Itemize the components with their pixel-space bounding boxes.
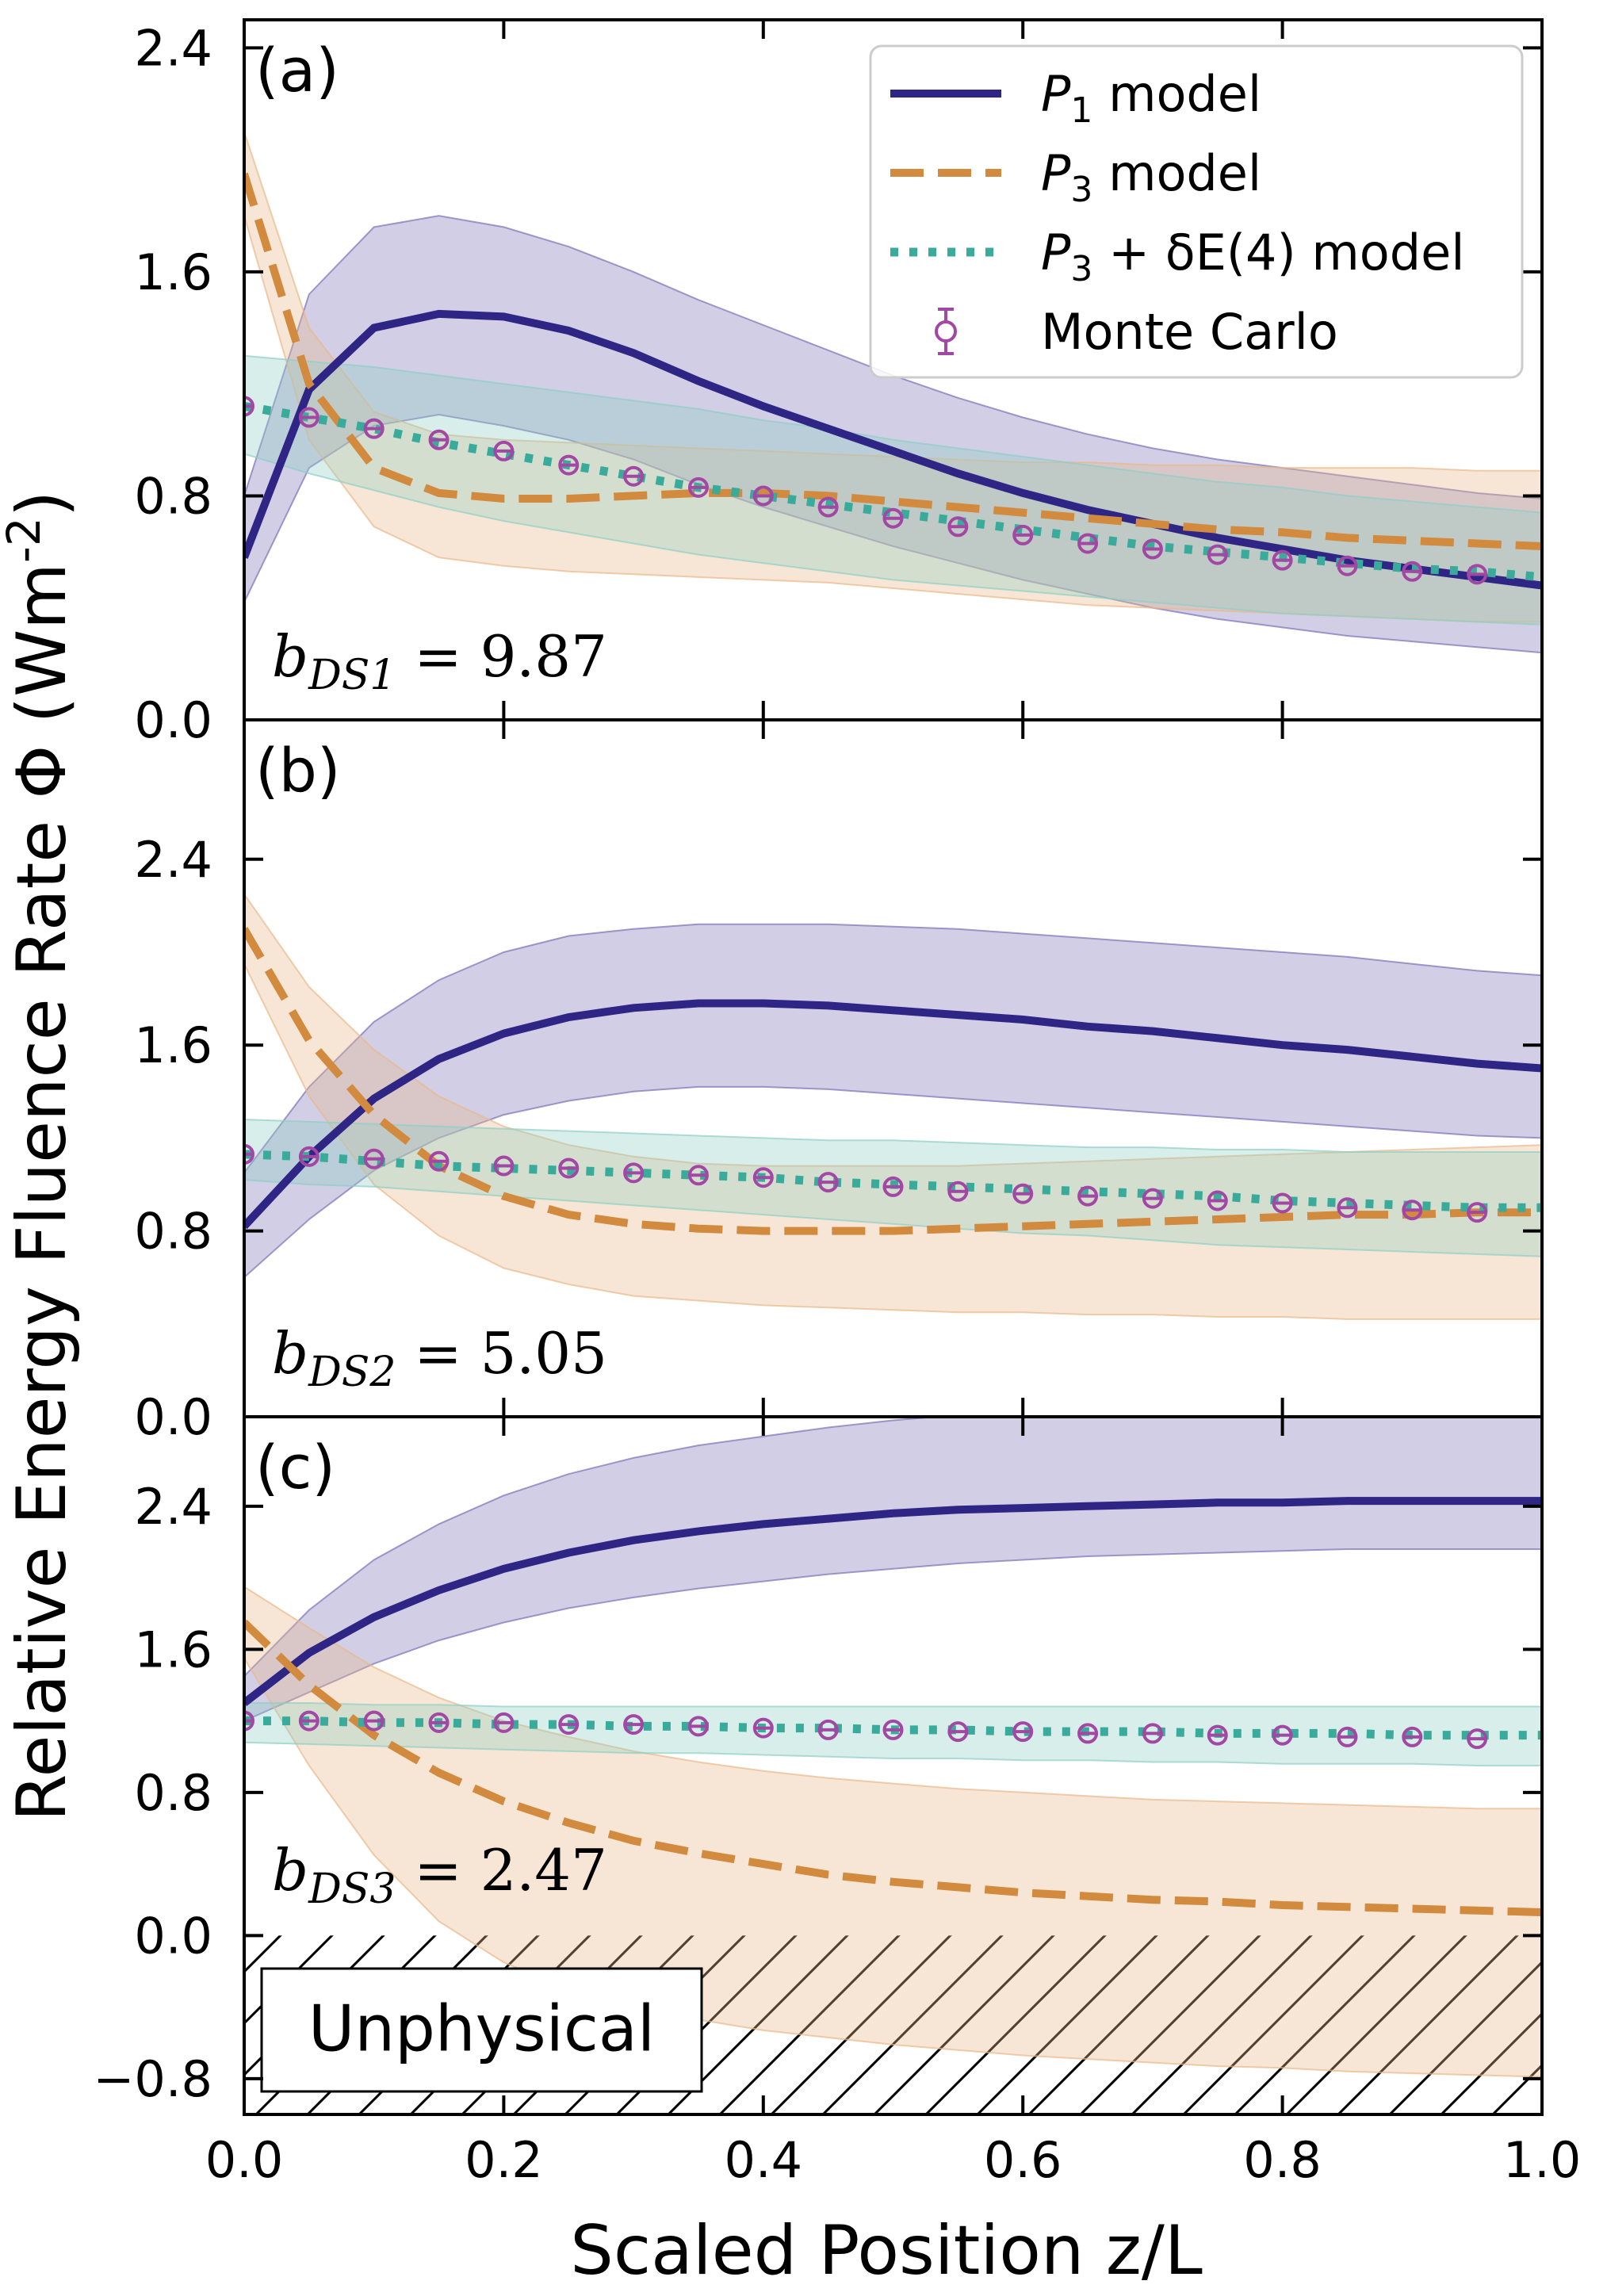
band-P1	[244, 923, 1542, 1279]
y-tick-label: 0.8	[134, 467, 212, 525]
panel-a: 0.0 0.8 1.6 2.4 (a) bDS1 = 9.87	[134, 18, 1544, 749]
y-tick-label: 0.0	[134, 691, 212, 749]
legend-text: model	[1092, 65, 1261, 123]
legend-label-MC: Monte Carlo	[1041, 303, 1338, 361]
plot-area-b	[244, 893, 1542, 1320]
annotation-value: = 5.05	[396, 1320, 607, 1387]
line-P1	[244, 309, 1542, 590]
plot-area-a	[244, 131, 1542, 654]
legend-symbol: P	[1041, 144, 1071, 202]
panel-annotation: bDS1 = 9.87	[272, 623, 607, 699]
annotation-subscript: DS3	[308, 1866, 396, 1913]
annotation-subscript: DS1	[308, 652, 396, 699]
panel-b: 0.0 0.8 1.6 2.4 (b) bDS2 = 5.05	[134, 718, 1544, 1446]
y-axis-label-main: Relative Energy Fluence Rate Φ (Wm	[2, 563, 82, 1821]
band-P1	[244, 1417, 1542, 1722]
line-P1	[244, 1497, 1542, 1706]
legend-subscript: 3	[1070, 249, 1092, 289]
annotation-symbol: b	[272, 1320, 308, 1387]
axes-frame	[243, 1415, 1544, 2116]
legend-label-P3: P3 model	[1041, 144, 1261, 210]
annotation-value: = 9.87	[396, 623, 607, 690]
legend-box	[869, 44, 1524, 379]
x-tick-label: 0.8	[1243, 2131, 1322, 2189]
plots-layer: 0.00.81.62.4 (a)bDS1 = 9.870.00.81.62.4(b…	[93, 18, 1582, 2189]
unphysical-box	[260, 1967, 703, 2093]
y-tick-label: 0.8	[134, 1764, 212, 1822]
y-tick-label: 2.4	[134, 831, 212, 889]
annotation-value: = 2.47	[396, 1837, 607, 1904]
x-tick-label: 0.0	[205, 2131, 284, 2189]
band-P3dE	[244, 354, 1542, 626]
x-tick-label: 0.6	[984, 2131, 1062, 2189]
legend-label-P1: P1 model	[1041, 65, 1261, 131]
panel-label: (a)	[255, 35, 339, 105]
annotation-symbol: b	[272, 1837, 308, 1904]
panel-annotation: bDS2 = 5.05	[272, 1320, 607, 1396]
annotation-symbol: b	[272, 623, 308, 690]
y-axis-label: Relative Energy Fluence Rate Φ (Wm-2)	[0, 491, 82, 1822]
y-tick-label: 0.8	[134, 1203, 212, 1261]
panel-annotation: bDS3 = 2.47	[272, 1837, 607, 1913]
legend-symbol: P	[1041, 224, 1071, 281]
panel-c: Unphysical −0.8 0.0 0.8 1.6 2.4 (c) bDS3 = 2.47	[93, 1415, 1544, 2116]
line-P3	[244, 927, 1542, 1235]
unphysical-label: Unphysical	[308, 1992, 655, 2066]
y-tick-label: 2.4	[134, 1478, 212, 1536]
legend-text: + δE(4) model	[1092, 224, 1464, 281]
legend-text: model	[1092, 144, 1261, 202]
legend-mc-marker	[935, 320, 957, 342]
x-tick-label: 0.2	[465, 2131, 543, 2189]
band-P3dE	[244, 1702, 1542, 1766]
legend-subscript: 3	[1070, 170, 1092, 210]
y-tick-label: 0.0	[134, 1907, 212, 1965]
x-tick-label: 1.0	[1503, 2131, 1582, 2189]
legend-symbol: P	[1041, 65, 1071, 123]
panel-label: (c)	[255, 1432, 335, 1502]
band-P1	[244, 215, 1542, 654]
y-tick-label: 0.0	[134, 1388, 212, 1446]
legend-label-P3dE: P3 + δE(4) model	[1041, 224, 1464, 289]
y-axis-label-sup: -2	[0, 517, 51, 563]
x-axis-label: Scaled Position z/L	[570, 2211, 1203, 2290]
annotation-subscript: DS2	[308, 1349, 396, 1396]
legend-subscript: 1	[1070, 90, 1092, 131]
line-P3	[244, 172, 1542, 550]
plot-area-c	[244, 1417, 1542, 2114]
y-tick-label: 1.6	[134, 243, 212, 301]
y-tick-label: 1.6	[134, 1016, 212, 1074]
y-tick-label: −0.8	[93, 2050, 212, 2108]
panel-label: (b)	[255, 735, 341, 806]
y-tick-label: 1.6	[134, 1621, 212, 1678]
x-tick-label: 0.4	[724, 2131, 802, 2189]
y-tick-label: 2.4	[134, 19, 212, 77]
line-P1	[244, 999, 1542, 1230]
line-P3dE	[244, 1150, 1542, 1212]
y-axis-label-close: )	[2, 491, 82, 518]
line-P3	[244, 1619, 1542, 1916]
